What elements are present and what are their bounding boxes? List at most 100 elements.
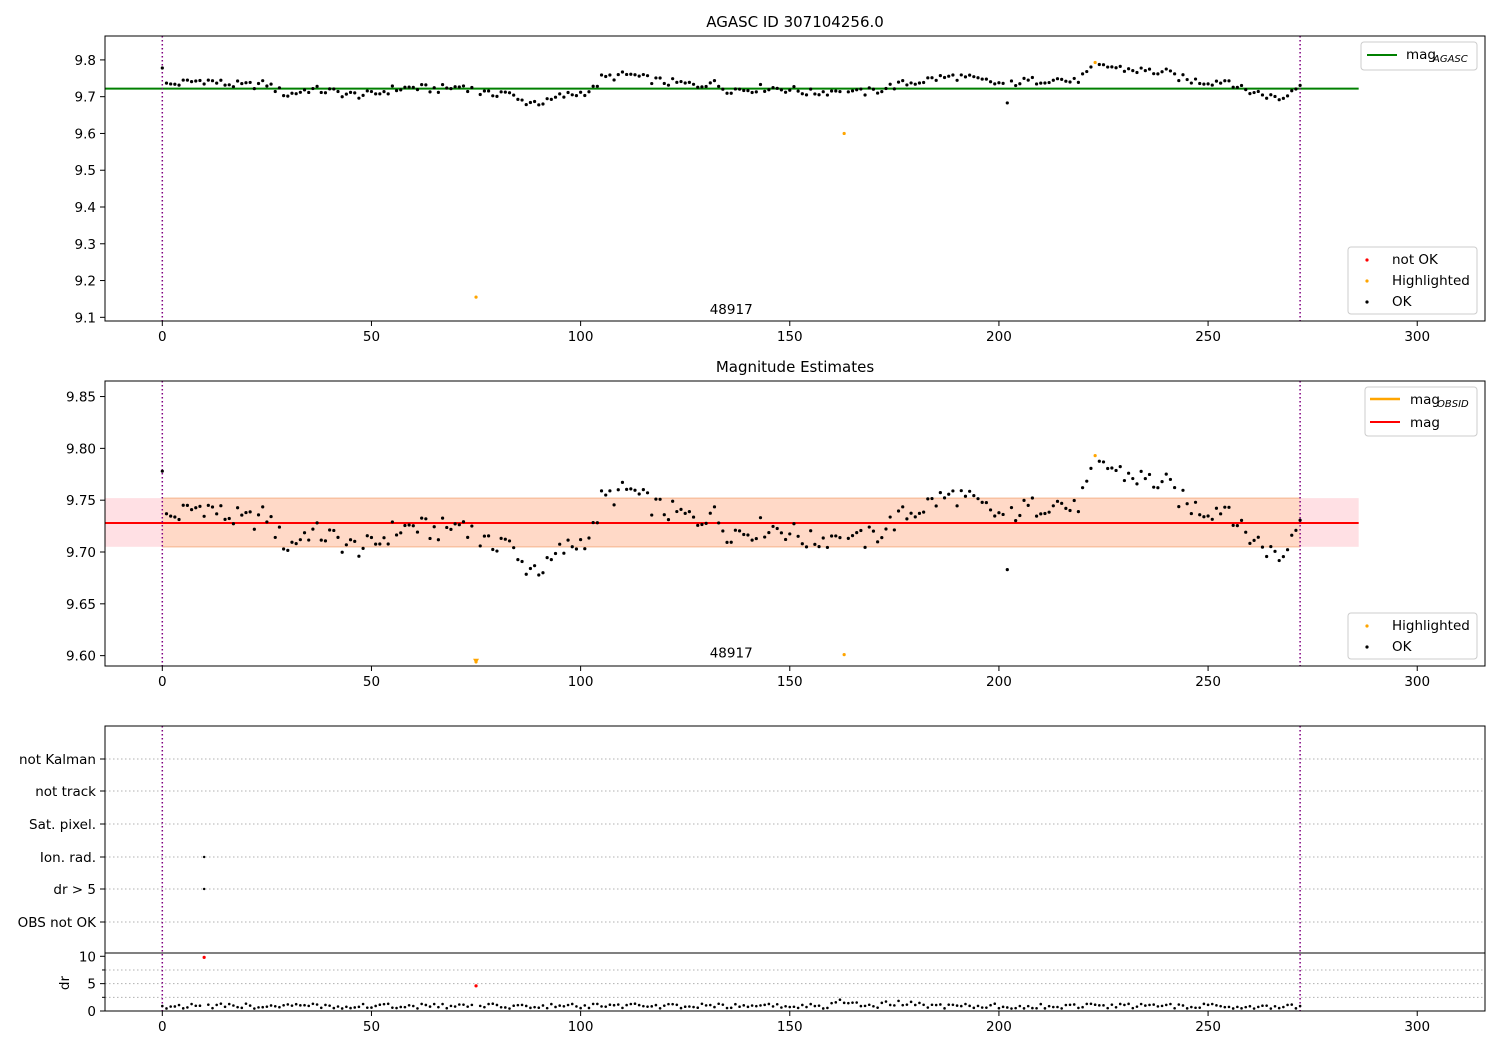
- ok-point: [993, 82, 997, 86]
- ok-point: [1265, 96, 1269, 100]
- dr-point: [1152, 1003, 1155, 1006]
- dr-point: [286, 1003, 290, 1006]
- dr-tick-label: 5: [87, 977, 96, 993]
- ok-point: [541, 571, 545, 575]
- ok-point: [440, 83, 445, 87]
- ok-point: [1231, 85, 1235, 89]
- dr-point: [550, 1002, 553, 1006]
- dr-point: [265, 1005, 269, 1008]
- ok-point: [817, 545, 821, 549]
- dr-point: [688, 1005, 691, 1008]
- dr-point: [1156, 1005, 1160, 1008]
- dr-point: [796, 1006, 800, 1010]
- ok-point: [261, 505, 265, 509]
- ok-point: [666, 518, 671, 522]
- dr-point: [299, 1004, 302, 1007]
- ok-point: [1189, 81, 1193, 85]
- flag-tick-label: not Kalman: [19, 752, 96, 768]
- ok-point: [248, 80, 252, 85]
- ok-point: [846, 536, 850, 540]
- ok-point: [997, 81, 1001, 85]
- x-tick-label: 150: [777, 674, 803, 690]
- dr-point: [1135, 1005, 1139, 1008]
- dr-point: [692, 1005, 695, 1009]
- ok-point: [528, 566, 533, 571]
- dr-point: [458, 1003, 461, 1006]
- ok-point: [905, 517, 909, 521]
- dr-point: [328, 1004, 331, 1007]
- ok-point: [1269, 93, 1273, 97]
- ok-point: [754, 90, 758, 94]
- ok-point: [202, 514, 206, 518]
- ok-point: [1164, 472, 1168, 476]
- dr-point: [725, 1006, 729, 1010]
- dr-point: [930, 1003, 934, 1007]
- y-tick-label: 9.5: [75, 163, 96, 179]
- ok-point: [930, 76, 934, 80]
- ok-point: [1005, 101, 1009, 105]
- dr-point: [976, 1004, 980, 1008]
- ok-point: [855, 88, 859, 92]
- ok-point: [520, 559, 524, 564]
- dr-point: [541, 1004, 545, 1007]
- dr-point: [382, 1002, 386, 1006]
- ok-point: [1001, 81, 1005, 85]
- panel-magnitude-annotation: 48917: [710, 646, 753, 662]
- ok-point: [1294, 87, 1298, 91]
- ok-point: [1072, 498, 1076, 503]
- x-tick-label: 150: [777, 1019, 803, 1035]
- ok-point: [369, 535, 374, 540]
- ok-point: [269, 82, 273, 86]
- dr-point: [470, 1003, 474, 1007]
- ok-point: [533, 564, 537, 568]
- ok-point: [796, 534, 800, 538]
- dr-point: [261, 1005, 265, 1009]
- dr-point: [207, 1003, 210, 1006]
- dr-point: [763, 1003, 766, 1007]
- ok-point: [909, 511, 913, 515]
- ok-point: [779, 531, 784, 535]
- dr-point: [1227, 1005, 1231, 1009]
- dr-point: [947, 1003, 951, 1006]
- dr-point: [236, 1005, 239, 1009]
- ok-point: [428, 90, 432, 94]
- dr-point: [1248, 1004, 1252, 1008]
- ok-point: [830, 534, 834, 538]
- ok-point: [231, 85, 236, 89]
- ok-point: [298, 90, 302, 94]
- ok-point: [1285, 548, 1290, 552]
- ok-point: [1290, 533, 1294, 537]
- ok-point: [662, 513, 666, 517]
- ok-point: [549, 558, 553, 562]
- ok-point: [1202, 82, 1206, 86]
- ok-point: [1265, 554, 1269, 559]
- ok-point: [340, 95, 344, 99]
- ok-point: [219, 504, 223, 508]
- ok-point: [725, 91, 729, 95]
- dr-point: [232, 1004, 235, 1007]
- ok-point: [361, 93, 365, 97]
- dr-point: [1190, 1005, 1193, 1009]
- dr-point: [1123, 1003, 1126, 1007]
- dr-point: [504, 1006, 507, 1009]
- ok-point: [499, 90, 503, 94]
- dr-point: [211, 1006, 214, 1010]
- ok-point: [1206, 514, 1210, 518]
- ok-point: [934, 78, 938, 82]
- dr-point: [1093, 1003, 1097, 1007]
- ok-point: [290, 91, 294, 95]
- dr-point: [855, 1001, 859, 1004]
- dr-point: [462, 1003, 465, 1006]
- ok-point: [420, 516, 424, 520]
- x-tick-label: 300: [1404, 1019, 1430, 1035]
- ok-point: [1009, 79, 1014, 83]
- dr-point: [248, 1004, 252, 1007]
- dr-point: [880, 1001, 884, 1005]
- ok-point: [524, 572, 528, 576]
- dr-point: [1164, 1003, 1168, 1007]
- dr-point: [219, 1002, 223, 1005]
- dr-point: [1064, 1003, 1068, 1007]
- ok-point: [340, 550, 344, 554]
- legend-mag-label: mag: [1410, 415, 1440, 431]
- ok-point: [1244, 530, 1248, 534]
